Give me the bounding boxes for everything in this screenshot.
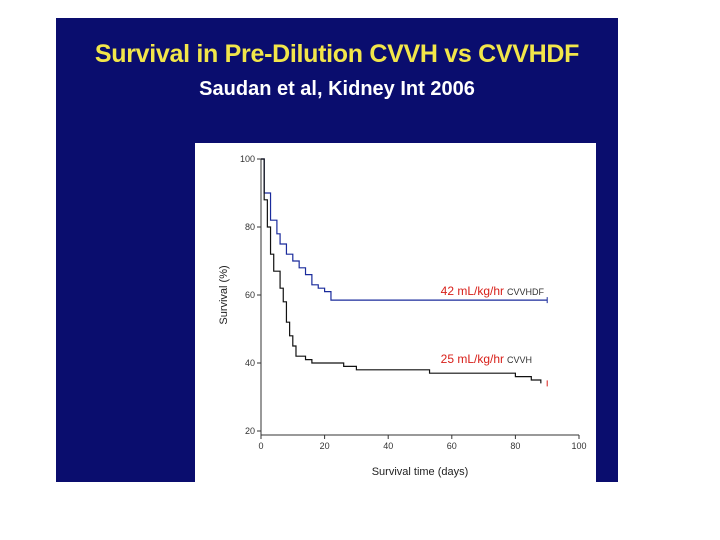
y-tick-label: 20	[245, 426, 255, 436]
x-tick-label: 0	[258, 441, 263, 451]
y-tick-label: 100	[240, 154, 255, 164]
series-dose-label-cvvhdf: 42 mL/kg/hr	[441, 284, 504, 298]
series-line-cvvhdf	[261, 158, 548, 301]
y-tick-label: 80	[245, 222, 255, 232]
slide-subtitle: Saudan et al, Kidney Int 2006	[199, 78, 475, 100]
y-tick-label: 40	[245, 358, 255, 368]
chart-series-group: 42 mL/kg/hr CVVHDF 25 mL/kg/hr CVVH	[261, 158, 548, 387]
series-tag-cvvhdf: CVVHDF	[507, 287, 545, 297]
survival-chart: 20 40 60 80 100 0 20 40 60 80 100 42 mL/kg/hr CVVHD…	[195, 143, 596, 493]
y-tick-label: 60	[245, 290, 255, 300]
x-axis-title: Survival time (days)	[372, 466, 469, 478]
slide-title: Survival in Pre-Dilution CVVH vs CVVHDF	[94, 40, 580, 68]
x-tick-label: 40	[383, 441, 393, 451]
slide-background: Survival in Pre-Dilution CVVH vs CVVHDF …	[56, 18, 618, 493]
x-tick-label: 60	[447, 441, 457, 451]
x-tick-label: 20	[320, 441, 330, 451]
x-tick-label: 100	[571, 441, 586, 451]
series-tag-cvvh: CVVH	[507, 355, 532, 365]
x-tick-label: 80	[510, 441, 520, 451]
series-line-cvvh	[261, 158, 542, 384]
series-dose-label-cvvh: 25 mL/kg/hr	[441, 352, 504, 366]
y-axis-title: Survival (%)	[218, 265, 230, 324]
